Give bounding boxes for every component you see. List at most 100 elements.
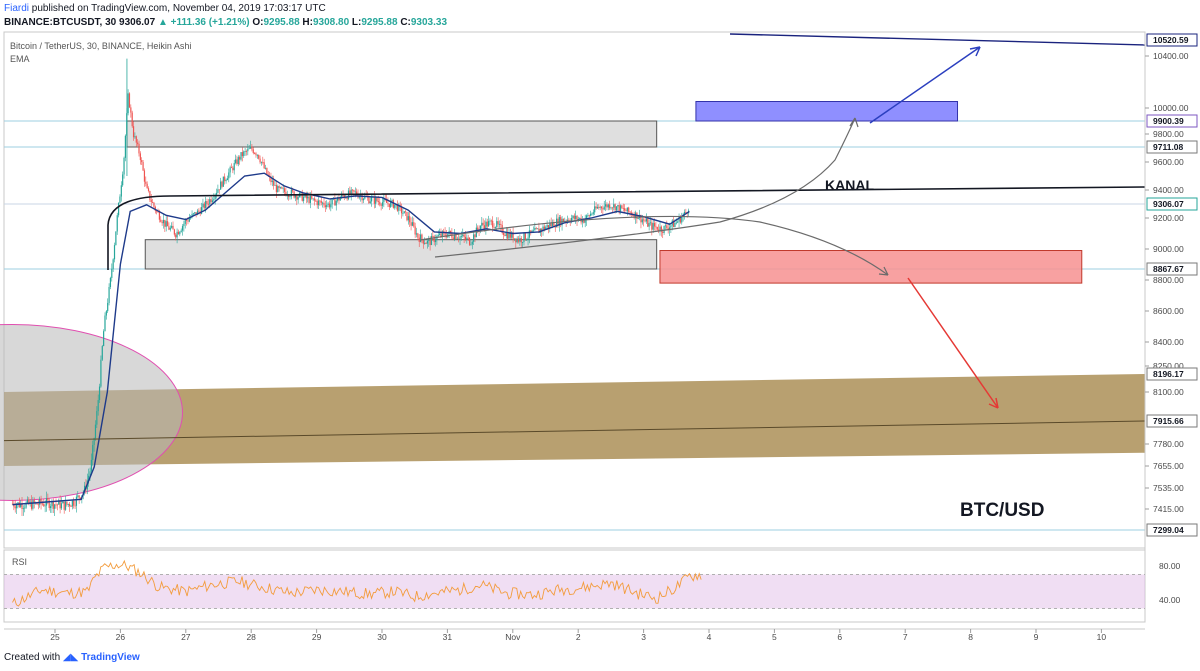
candle-body — [315, 200, 317, 202]
candle-body — [607, 204, 609, 208]
top-trend-line — [729, 33, 1146, 46]
candle-body — [236, 159, 238, 165]
candle-body — [334, 198, 336, 206]
x-tick-label: 7 — [903, 632, 908, 642]
bull-path-arrowhead — [849, 117, 859, 128]
candle-body — [26, 499, 29, 503]
candle-body — [183, 223, 185, 227]
candle-body — [270, 176, 272, 183]
candle-body — [234, 159, 237, 164]
y-tick-label: 9800.00 — [1153, 129, 1184, 139]
candle-body — [294, 195, 297, 198]
candle-body — [203, 203, 205, 209]
footer-created: Created with — [4, 652, 61, 663]
candle-body — [222, 176, 224, 187]
candle-body — [493, 227, 495, 229]
candle-body — [596, 207, 599, 209]
candle-body — [602, 208, 604, 210]
candle-body — [526, 239, 528, 241]
candle-body — [424, 243, 426, 245]
candle-body — [527, 237, 529, 240]
candle-body — [254, 153, 256, 154]
candle-body — [458, 238, 460, 240]
candle-body — [143, 170, 146, 182]
candle-body — [229, 167, 231, 173]
candle-body — [168, 226, 170, 230]
candle-body — [425, 243, 427, 245]
chart-legend: Bitcoin / TetherUS, 30, BINANCE, Heikin … — [10, 40, 191, 66]
target-red-zone — [659, 250, 1083, 284]
footer-brand[interactable]: TradingView — [81, 652, 140, 663]
candle-body — [37, 504, 39, 506]
candle-body — [145, 181, 147, 184]
y-tick-label: 8100.00 — [1153, 387, 1184, 397]
candle-body — [94, 424, 97, 439]
candle-body — [666, 225, 668, 229]
candle-body — [22, 508, 24, 510]
candle-body — [614, 204, 616, 211]
candle-body — [196, 210, 199, 216]
candle-body — [685, 211, 687, 214]
candle-body — [283, 188, 286, 192]
candle-body — [305, 194, 307, 199]
candle-body — [67, 504, 69, 505]
candle-body — [120, 185, 122, 197]
candle-body — [456, 238, 458, 240]
candle-body — [258, 154, 260, 159]
candle-body — [28, 499, 30, 505]
candle-body — [522, 242, 524, 243]
candle-body — [256, 154, 258, 156]
candle-body — [225, 180, 227, 182]
candle-body — [128, 93, 131, 108]
candle-body — [248, 148, 250, 150]
candle-body — [477, 227, 479, 230]
price-tag-label: 7915.66 — [1153, 416, 1184, 426]
lower-support-zone — [144, 239, 658, 270]
tradingview-logo-icon: ◢◣ — [62, 652, 79, 663]
candle-body — [433, 236, 435, 243]
candle-body — [489, 220, 491, 222]
candle-body — [131, 112, 133, 127]
candle-body — [152, 202, 154, 203]
candle-body — [158, 212, 161, 220]
candle-body — [428, 239, 430, 241]
bear-target-arrowhead — [988, 397, 999, 409]
candle-body — [656, 226, 658, 230]
candle-body — [142, 162, 144, 171]
x-tick-label: 30 — [377, 632, 387, 642]
x-tick-label: 25 — [50, 632, 60, 642]
candle-body — [418, 237, 420, 242]
price-tag-label: 9711.08 — [1153, 142, 1184, 152]
y-tick-label: 8800.00 — [1153, 275, 1184, 285]
pair-label: BTC/USD — [960, 500, 1044, 521]
candle-body — [122, 174, 124, 186]
candle-body — [353, 190, 355, 192]
candle-body — [479, 225, 482, 231]
candle-body — [52, 500, 54, 509]
candle-body — [224, 176, 226, 182]
candle-body — [175, 234, 177, 238]
candle-body — [274, 184, 276, 186]
candle-body — [285, 191, 287, 196]
candle-body — [530, 230, 532, 233]
candle-body — [228, 172, 230, 179]
candle-body — [361, 195, 363, 201]
candle-body — [233, 163, 235, 171]
candle-body — [171, 225, 173, 228]
rsi-line — [12, 559, 702, 607]
candle-body — [629, 211, 631, 213]
candle-body — [93, 438, 95, 445]
x-tick-label: 26 — [116, 632, 126, 642]
candle-body — [289, 196, 291, 198]
candle-body — [550, 223, 552, 226]
candle-body — [617, 205, 619, 207]
candle-body — [54, 504, 56, 509]
candle-body — [308, 196, 310, 203]
price-tag-label: 8196.17 — [1153, 369, 1184, 379]
candle-body — [252, 149, 254, 154]
candle-body — [624, 208, 626, 211]
author-name[interactable]: Fiardi — [4, 3, 30, 14]
candle-body — [551, 222, 554, 226]
candle-body — [644, 220, 646, 222]
